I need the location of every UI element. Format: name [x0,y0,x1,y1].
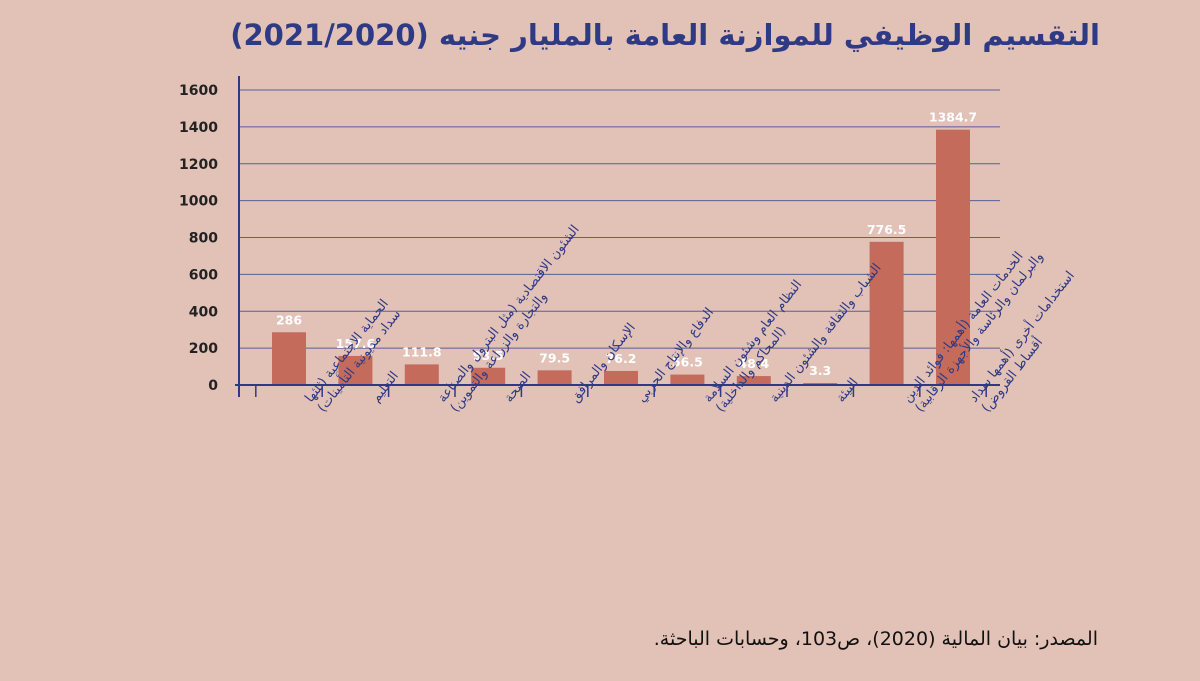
x-category-line: والتجارة والزراعة والتموين) [448,290,551,416]
bar [272,332,306,385]
x-category-label: الصحة [502,369,535,405]
y-tick-label: 1000 [179,194,218,210]
x-category-line: البيئة [834,375,862,405]
axes [235,76,1000,397]
data-label: 56.5 [672,355,703,370]
bar [936,129,970,385]
bar [869,241,904,385]
x-category-line: سداد مديونية التأمينات) [313,305,404,415]
bar [537,370,572,385]
data-label: 286 [276,312,302,327]
y-tick-label: 0 [208,378,218,394]
bars [272,129,970,385]
data-label: 111.8 [402,344,442,359]
y-tick-label: 600 [189,267,218,283]
data-label: 157.6 [336,336,376,351]
data-label: 776.5 [867,222,907,237]
bar [338,355,373,385]
y-tick-label: 1600 [179,83,218,99]
y-axis-ticks: 0 200 400 600 800 1000 1200 1400 1600 [179,83,218,394]
data-label: 76.2 [606,351,637,366]
data-labels: 286 157.6 111.8 93.5 79.5 76.2 56.5 48.4 3.3 776.… [276,110,977,378]
bar [736,376,771,385]
bar [604,370,638,385]
y-tick-label: 200 [189,341,218,357]
data-label: 1384.7 [929,110,977,125]
y-tick-label: 800 [189,231,218,247]
source-note: المصدر: بيان المالية (2020)، ص103، وحساب… [653,628,1098,650]
data-label: 3.3 [809,363,831,378]
chart-title: التقسيم الوظيفي للموازنة العامة بالمليار… [230,18,1100,52]
x-category-label: التعليم [369,369,402,406]
data-label: 48.4 [738,356,769,371]
data-label: 93.5 [473,348,504,363]
bar [670,374,705,385]
bar [404,364,439,385]
data-label: 79.5 [539,350,570,365]
x-category-label: البيئة [834,375,862,405]
x-category-line: الصحة [502,369,535,405]
y-tick-label: 1200 [179,157,218,173]
x-category-line: التعليم [369,369,402,406]
y-tick-label: 400 [189,304,218,320]
x-category-label: النظام العام وشئون السلامة(المحاكم والدا… [701,278,806,416]
y-tick-label: 1400 [179,120,218,136]
bar [471,367,506,385]
